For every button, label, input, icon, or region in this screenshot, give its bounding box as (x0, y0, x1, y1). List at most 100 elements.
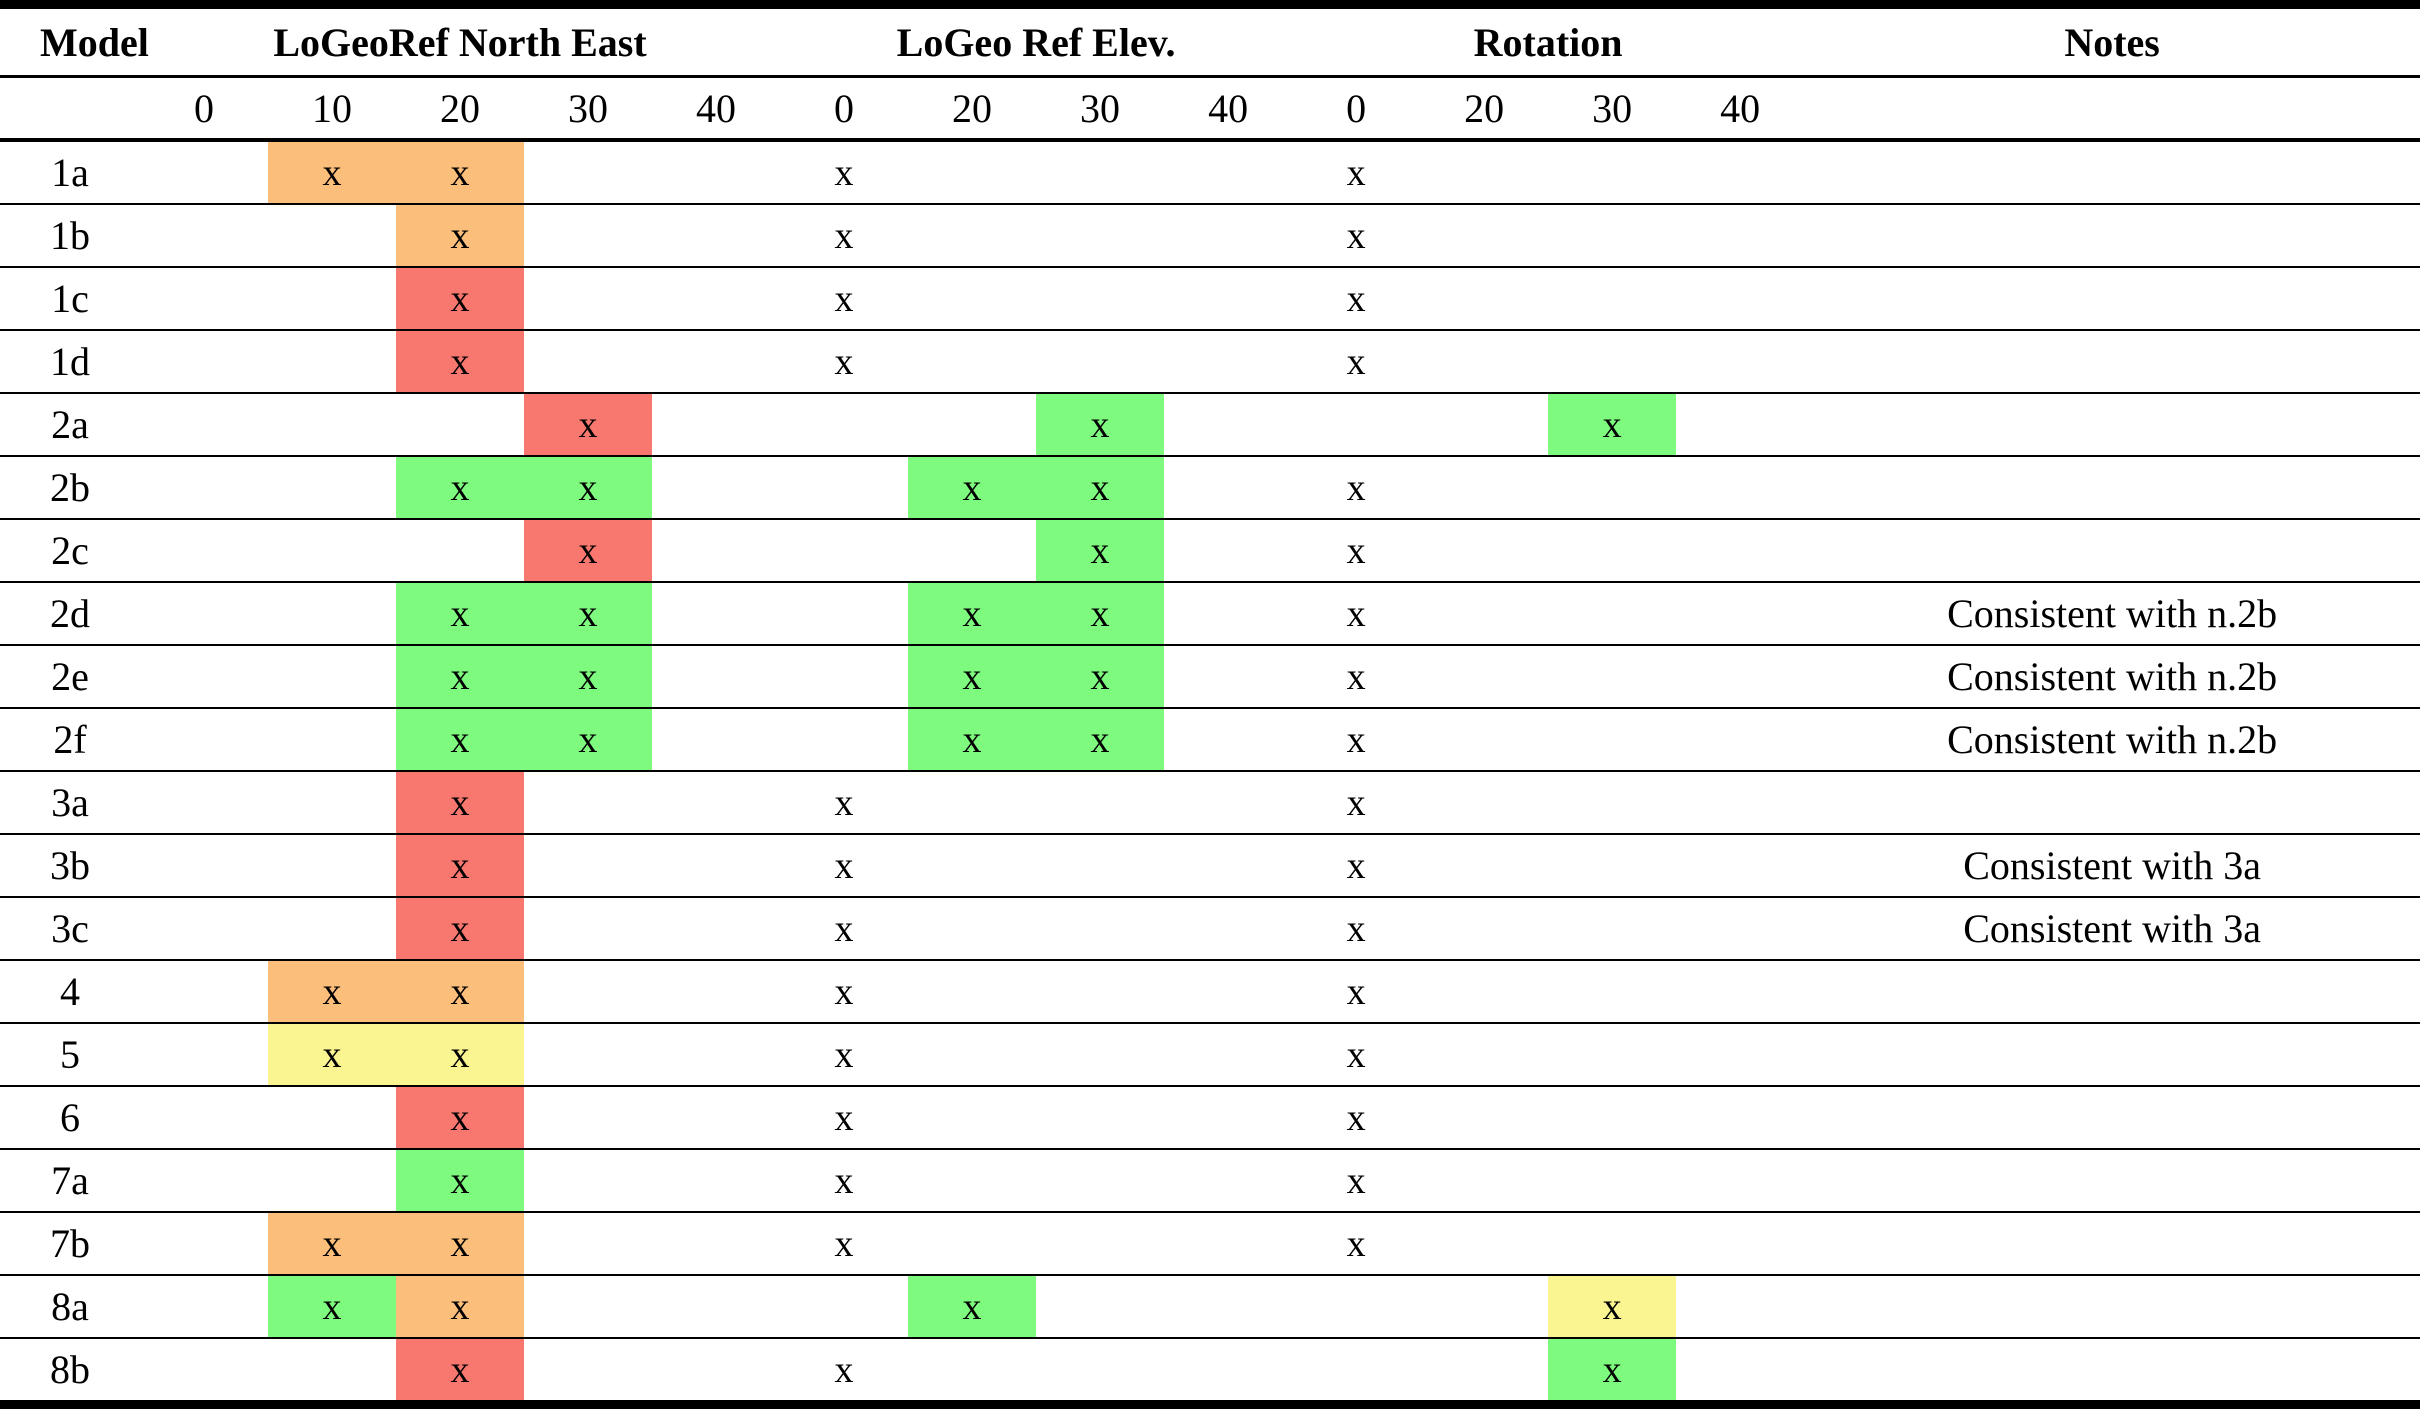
mark-cell (268, 267, 396, 331)
mark-cell (1420, 267, 1549, 331)
notes-cell: Consistent with n.2b (1804, 645, 2420, 709)
mark-cell: x (1292, 834, 1421, 898)
mark-cell (140, 1086, 268, 1150)
mark-cell (1420, 330, 1549, 394)
mark-cell: x (1292, 960, 1421, 1024)
mark-cell (652, 708, 781, 772)
mark-cell (268, 1086, 396, 1150)
mark-cell (1036, 1338, 1165, 1406)
mark-cell (780, 393, 909, 457)
mark-cell (1420, 140, 1549, 205)
mark-cell (908, 771, 1037, 835)
mark-cell (1164, 330, 1293, 394)
mark-cell: x (396, 834, 524, 898)
mark-cell (268, 645, 396, 709)
mark-cell (1548, 140, 1677, 205)
mark-cell (1548, 1212, 1677, 1276)
mark-cell: x (396, 1086, 524, 1150)
mark-cell: x (780, 140, 909, 205)
mark-cell (1676, 708, 1805, 772)
mark-cell: x (396, 1338, 524, 1406)
mark-cell (1420, 1023, 1549, 1087)
mark-cell: x (780, 267, 909, 331)
model-cell: 1b (0, 204, 140, 268)
column-group-rotation: Rotation (1292, 4, 1805, 78)
table-row: 3b x x x Consistent with 3a (0, 834, 2420, 898)
mark-cell (908, 330, 1037, 394)
mark-cell (524, 1338, 652, 1406)
mark-cell (908, 140, 1037, 205)
mark-cell (908, 204, 1037, 268)
mark-cell (1548, 708, 1677, 772)
mark-cell: x (396, 1275, 524, 1339)
mark-cell (1548, 267, 1677, 331)
table-row: 8b x x x (0, 1338, 2420, 1406)
mark-cell (1164, 267, 1293, 331)
column-group-logeoref-north-east: LoGeoRef North East (140, 4, 781, 78)
mark-cell (1676, 204, 1805, 268)
notes-cell (1804, 771, 2420, 835)
mark-cell (1676, 519, 1805, 583)
mark-cell (1036, 204, 1165, 268)
mark-cell (652, 456, 781, 520)
mark-cell (1676, 330, 1805, 394)
mark-cell: x (396, 645, 524, 709)
mark-cell (780, 519, 909, 583)
table-row: 3c x x x Consistent with 3a (0, 897, 2420, 961)
mark-cell (140, 897, 268, 961)
mark-cell (1676, 897, 1805, 961)
subcol-header-notes-blank (1804, 76, 2420, 142)
mark-cell (1164, 140, 1293, 205)
mark-cell (908, 897, 1037, 961)
mark-cell (1420, 645, 1549, 709)
mark-cell (140, 204, 268, 268)
notes-cell (1804, 393, 2420, 457)
mark-cell: x (1292, 267, 1421, 331)
mark-cell (140, 393, 268, 457)
mark-cell (1036, 1275, 1165, 1339)
mark-cell: x (908, 708, 1037, 772)
mark-cell (1420, 708, 1549, 772)
mark-cell: x (396, 1212, 524, 1276)
mark-cell (1164, 960, 1293, 1024)
mark-cell (652, 1338, 781, 1406)
mark-cell (1676, 834, 1805, 898)
mark-cell (524, 1275, 652, 1339)
mark-cell (1676, 1086, 1805, 1150)
subcol-header: 40 (652, 76, 781, 142)
mark-cell (1676, 393, 1805, 457)
mark-cell: x (1548, 393, 1677, 457)
notes-cell: Consistent with 3a (1804, 897, 2420, 961)
mark-cell (1548, 834, 1677, 898)
mark-cell (1548, 330, 1677, 394)
model-cell: 3a (0, 771, 140, 835)
mark-cell (524, 960, 652, 1024)
mark-cell: x (1292, 1149, 1421, 1213)
mark-cell (652, 393, 781, 457)
mark-cell: x (396, 708, 524, 772)
subcol-header: 30 (524, 76, 652, 142)
notes-cell (1804, 456, 2420, 520)
mark-cell (780, 708, 909, 772)
mark-cell (1420, 1149, 1549, 1213)
mark-cell (652, 140, 781, 205)
mark-cell (1676, 1023, 1805, 1087)
notes-cell (1804, 1149, 2420, 1213)
mark-cell (652, 267, 781, 331)
mark-cell (908, 1023, 1037, 1087)
mark-cell (524, 1023, 652, 1087)
mark-cell (1036, 140, 1165, 205)
mark-cell (1164, 1149, 1293, 1213)
mark-cell (268, 393, 396, 457)
mark-cell (1036, 1023, 1165, 1087)
mark-cell (1420, 456, 1549, 520)
mark-cell (140, 1212, 268, 1276)
mark-cell: x (1036, 708, 1165, 772)
subcol-header: 40 (1164, 76, 1293, 142)
model-cell: 2c (0, 519, 140, 583)
mark-cell: x (396, 582, 524, 646)
mark-cell: x (1548, 1275, 1677, 1339)
mark-cell (1036, 1149, 1165, 1213)
mark-cell: x (780, 1149, 909, 1213)
notes-cell (1804, 1023, 2420, 1087)
